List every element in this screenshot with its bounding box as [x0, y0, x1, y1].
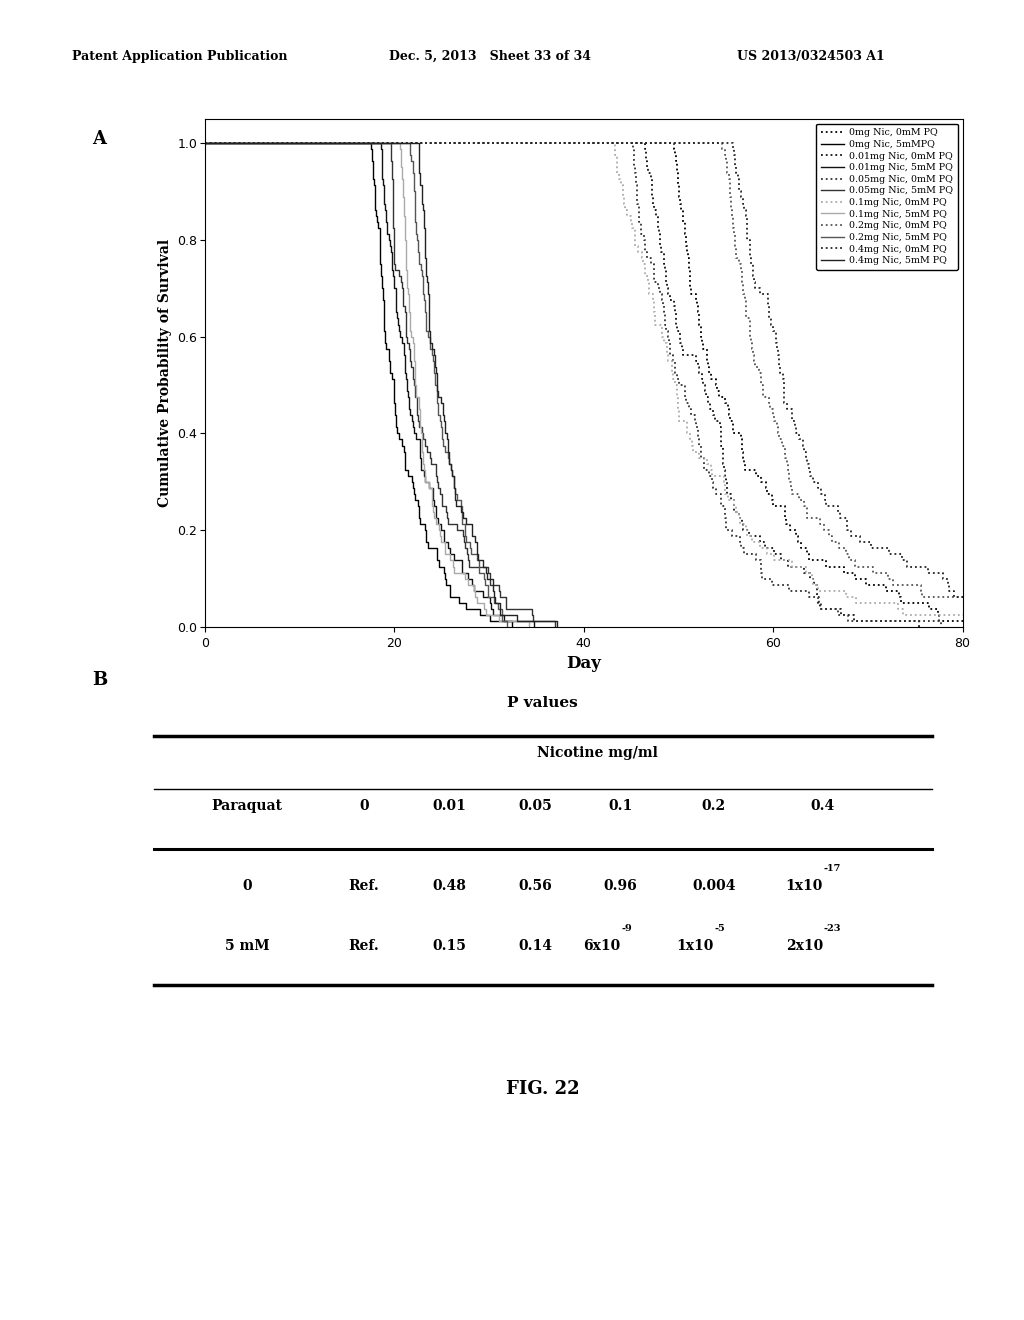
- Text: 0.14: 0.14: [518, 939, 552, 953]
- Legend: 0mg Nic, 0mM PQ, 0mg Nic, 5mMPQ, 0.01mg Nic, 0mM PQ, 0.01mg Nic, 5mM PQ, 0.05mg : 0mg Nic, 0mM PQ, 0mg Nic, 5mMPQ, 0.01mg …: [816, 124, 957, 271]
- Text: -23: -23: [823, 924, 841, 933]
- Text: 0.15: 0.15: [432, 939, 466, 953]
- Text: US 2013/0324503 A1: US 2013/0324503 A1: [737, 50, 885, 62]
- Text: Ref.: Ref.: [348, 939, 379, 953]
- X-axis label: Day: Day: [566, 655, 601, 672]
- Text: -9: -9: [622, 924, 632, 933]
- Y-axis label: Cumulative Probability of Survival: Cumulative Probability of Survival: [158, 239, 172, 507]
- Text: 0: 0: [359, 800, 369, 813]
- Text: 5 mM: 5 mM: [224, 939, 269, 953]
- Text: Dec. 5, 2013   Sheet 33 of 34: Dec. 5, 2013 Sheet 33 of 34: [389, 50, 591, 62]
- Text: 0.01: 0.01: [432, 800, 466, 813]
- Text: -5: -5: [715, 924, 725, 933]
- Text: Paraquat: Paraquat: [212, 800, 283, 813]
- Text: Ref.: Ref.: [348, 879, 379, 892]
- Text: 0.1: 0.1: [608, 800, 633, 813]
- Text: Patent Application Publication: Patent Application Publication: [72, 50, 287, 62]
- Text: -17: -17: [823, 865, 841, 874]
- Text: 0.56: 0.56: [518, 879, 552, 892]
- Text: 0.96: 0.96: [604, 879, 637, 892]
- Text: B: B: [92, 671, 108, 689]
- Text: 0.2: 0.2: [701, 800, 726, 813]
- Text: 0.4: 0.4: [811, 800, 835, 813]
- Text: 2x10: 2x10: [785, 939, 823, 953]
- Text: 1x10: 1x10: [785, 879, 823, 892]
- Text: 0.05: 0.05: [518, 800, 552, 813]
- Text: 0: 0: [243, 879, 252, 892]
- Text: 0.004: 0.004: [692, 879, 735, 892]
- Text: P values: P values: [507, 696, 579, 710]
- Text: FIG. 22: FIG. 22: [506, 1080, 580, 1098]
- Text: 1x10: 1x10: [677, 939, 714, 953]
- Text: A: A: [92, 129, 106, 148]
- Text: 0.48: 0.48: [432, 879, 466, 892]
- Text: Nicotine mg/ml: Nicotine mg/ml: [537, 746, 657, 759]
- Text: 6x10: 6x10: [584, 939, 621, 953]
